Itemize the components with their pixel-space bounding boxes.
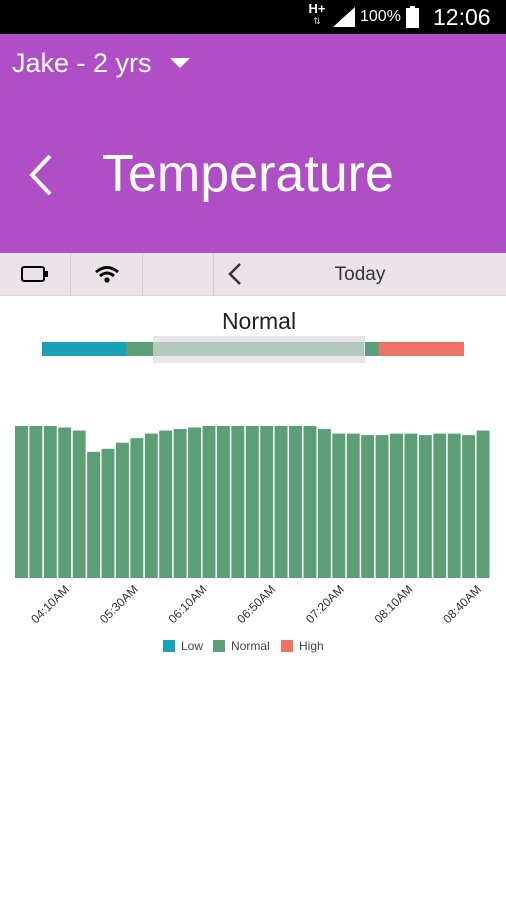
- chart-bar: [462, 435, 476, 578]
- battery-full-icon: [406, 6, 419, 28]
- app-header: Jake - 2 yrs Temperature: [0, 34, 506, 253]
- legend-label-normal: Normal: [231, 639, 270, 653]
- chart-bar: [289, 426, 302, 578]
- chart-bar: [433, 433, 447, 578]
- battery-icon: [21, 266, 48, 282]
- legend-swatch-low: [163, 640, 175, 652]
- page-title: Temperature: [102, 145, 394, 203]
- date-label: Today: [334, 264, 386, 285]
- chart-bar: [404, 433, 418, 578]
- network-arrows-icon: ⇅: [313, 16, 321, 26]
- chart-bar: [332, 433, 346, 578]
- x-tick-label: 05:30AM: [97, 582, 141, 626]
- toolbar-spacer: [143, 253, 214, 295]
- chart-bar: [58, 427, 72, 578]
- chart-bar: [216, 426, 230, 578]
- chart-bar: [87, 451, 101, 578]
- chart-bar: [274, 426, 288, 578]
- chart-bar: [245, 426, 259, 578]
- chart-bar: [202, 426, 216, 578]
- chart-bar: [447, 433, 461, 578]
- range-current-marker: [153, 342, 364, 356]
- chart-bar: [115, 442, 129, 578]
- chart-bar: [390, 433, 403, 578]
- legend-label-low: Low: [181, 639, 204, 653]
- chart-bar: [375, 435, 389, 578]
- chart-bar: [29, 426, 43, 578]
- current-status-label: Normal: [221, 308, 297, 334]
- previous-day-icon[interactable]: [224, 261, 248, 287]
- chevron-down-icon[interactable]: [170, 58, 190, 68]
- signal-icon: [333, 7, 355, 27]
- range-low-segment: [42, 342, 126, 356]
- x-tick-label: 08:40AM: [440, 582, 484, 626]
- chart-bar: [317, 429, 331, 578]
- legend-swatch-high: [281, 640, 293, 652]
- battery-percent: 100%: [360, 8, 401, 25]
- x-tick-label: 06:10AM: [166, 582, 210, 626]
- network-type: H+: [308, 1, 326, 16]
- x-tick-label: 06:50AM: [234, 582, 278, 626]
- chart-bar: [159, 430, 173, 578]
- chart-bar: [130, 438, 144, 578]
- temperature-chart: 04:10AM 05:30AM 06:10AM 06:50AM 07:20AM 08:10…: [15, 426, 490, 626]
- chart-bar: [101, 448, 115, 578]
- back-arrow-icon[interactable]: [26, 150, 60, 200]
- x-tick-label: 04:10AM: [28, 582, 72, 626]
- child-selector[interactable]: Jake - 2 yrs: [12, 48, 152, 78]
- chart-bar: [188, 427, 202, 578]
- chart-bar: [15, 426, 28, 578]
- chart-bar: [418, 435, 432, 578]
- chart-bar: [476, 430, 490, 578]
- clock: 12:06: [433, 4, 491, 30]
- toolbar: Today: [0, 253, 506, 296]
- chart-bar: [72, 430, 86, 578]
- chart-bar: [144, 433, 158, 578]
- chart-bar: [346, 433, 360, 578]
- x-tick-label: 07:20AM: [303, 582, 347, 626]
- status-bar: H+ ⇅ 100% 12:06: [0, 0, 506, 34]
- legend-swatch-normal: [213, 640, 225, 652]
- chart-bar: [43, 426, 57, 578]
- chart-bar: [260, 426, 274, 578]
- range-high-segment: [379, 342, 464, 356]
- device-connection-tab[interactable]: [71, 253, 143, 295]
- chart-bar: [303, 426, 317, 578]
- chart-legend: Low Normal High: [0, 638, 506, 656]
- x-tick-label: 08:10AM: [372, 582, 416, 626]
- network-indicator: H+ ⇅: [306, 1, 328, 27]
- chart-bar: [231, 426, 245, 578]
- chart-bar: [173, 429, 187, 578]
- chart-bar: [361, 435, 375, 578]
- legend-label-high: High: [299, 639, 324, 653]
- device-battery-tab[interactable]: [0, 253, 71, 295]
- wifi-icon: [95, 266, 119, 283]
